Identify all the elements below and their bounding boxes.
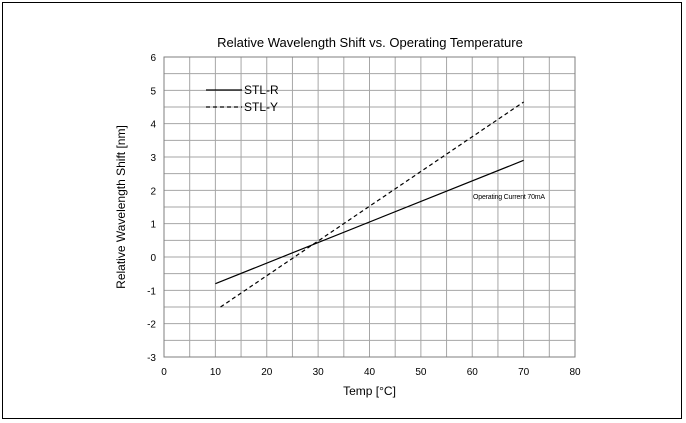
y-tick-label: 4 <box>150 120 156 131</box>
series-layer <box>215 101 524 308</box>
x-axis-label: Temp [°C] <box>343 384 396 398</box>
x-tick-label: 80 <box>569 367 581 378</box>
tick-labels: 0 10 20 30 40 50 60 70 80 -3 -2 -1 0 1 2 3 4 5 6 <box>147 53 581 378</box>
x-tick-label: 0 <box>161 367 167 378</box>
y-tick-label: -3 <box>147 353 156 364</box>
chart: Relative Wavelength Shift vs. Operating … <box>114 35 581 398</box>
grid <box>163 56 576 358</box>
x-tick-label: 10 <box>210 367 222 378</box>
legend: STL-R STL-Y <box>206 83 279 114</box>
x-tick-label: 40 <box>364 367 376 378</box>
y-tick-label: 3 <box>150 153 156 164</box>
y-tick-label: -2 <box>147 320 156 331</box>
series-line-stl-y <box>220 101 524 308</box>
plot-border <box>163 56 576 358</box>
series-line-stl-r <box>215 159 524 285</box>
x-tick-label: 50 <box>415 367 427 378</box>
legend-label-stl-r: STL-R <box>244 83 279 97</box>
y-tick-label: 0 <box>150 253 156 264</box>
y-tick-label: 1 <box>150 220 156 231</box>
y-tick-label: 5 <box>150 86 156 97</box>
y-tick-label: 2 <box>150 186 156 197</box>
x-tick-label: 30 <box>313 367 325 378</box>
x-tick-label: 20 <box>261 367 273 378</box>
chart-frame: Relative Wavelength Shift vs. Operating … <box>2 2 682 419</box>
x-tick-label: 60 <box>467 367 479 378</box>
y-tick-label: 6 <box>150 53 156 64</box>
legend-label-stl-y: STL-Y <box>244 100 278 114</box>
annotation: Operating Current 70mA <box>473 194 545 201</box>
x-tick-label: 70 <box>518 367 530 378</box>
y-tick-label: -1 <box>147 286 156 297</box>
chart-title: Relative Wavelength Shift vs. Operating … <box>217 35 523 50</box>
y-axis-label: Relative Wavelength Shift [nm] <box>114 125 128 289</box>
